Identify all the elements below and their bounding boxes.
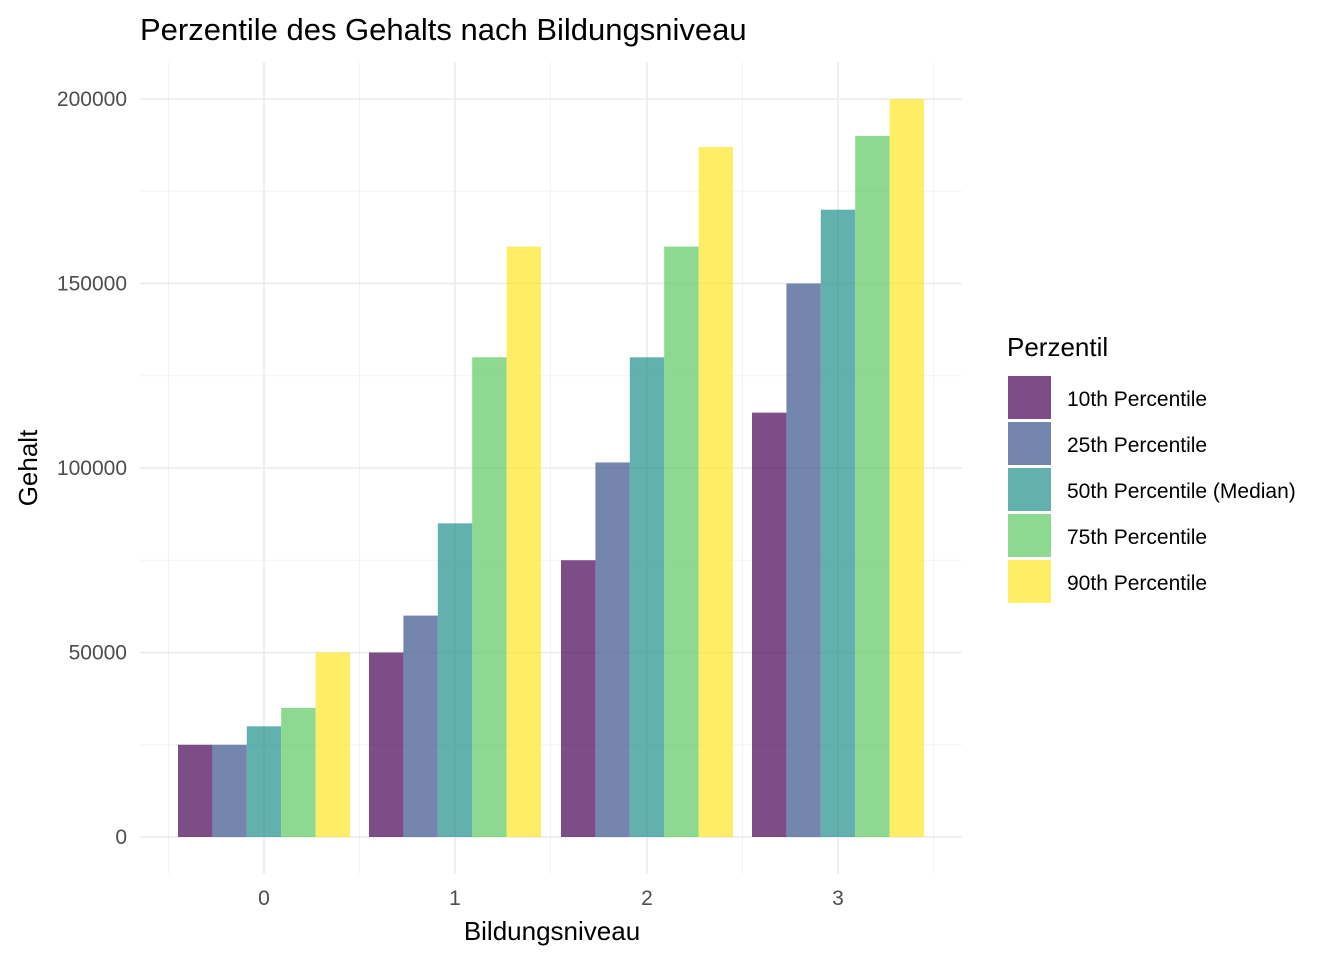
bar-2-series-5 — [698, 146, 733, 838]
bar-0-series-3 — [246, 726, 282, 837]
x-tick-label: 2 — [641, 887, 653, 910]
y-tick-label: 50000 — [69, 642, 127, 665]
x-tick-label: 1 — [449, 887, 461, 910]
bar-3-series-3 — [820, 209, 856, 837]
y-tick-label: 0 — [115, 826, 127, 849]
x-tick-label: 3 — [832, 887, 844, 910]
legend-swatch — [1008, 468, 1051, 511]
x-axis-title: Bildungsniveau — [464, 916, 640, 946]
x-axis-ticks: 0 1 2 3 — [258, 887, 844, 910]
bar-1-series-4 — [472, 357, 507, 837]
bar-3-series-4 — [855, 135, 890, 837]
legend-label: 25th Percentile — [1067, 434, 1207, 457]
bar-2-series-4 — [664, 246, 699, 838]
bar-0-series-2 — [212, 744, 247, 837]
legend-swatch — [1008, 560, 1051, 603]
chart-title: Perzentile des Gehalts nach Bildungsnive… — [140, 12, 747, 47]
bar-0-series-5 — [315, 652, 350, 837]
legend-label: 90th Percentile — [1067, 572, 1207, 595]
bar-1-series-1 — [369, 652, 404, 837]
legend-label: 50th Percentile (Median) — [1067, 480, 1296, 503]
bar-1-series-5 — [506, 246, 541, 838]
legend-title: Perzentil — [1007, 332, 1108, 362]
bar-2-series-3 — [629, 357, 665, 837]
bar-3-series-5 — [889, 99, 924, 837]
bar-1-series-2 — [403, 615, 438, 837]
legend-swatch — [1008, 376, 1051, 419]
legend-swatch — [1008, 514, 1051, 557]
bars — [178, 99, 924, 838]
legend-swatch — [1008, 422, 1051, 465]
bar-1-series-3 — [437, 523, 473, 837]
bar-3-series-2 — [786, 283, 821, 837]
y-axis-ticks: 0 50000 100000 150000 200000 — [57, 88, 127, 849]
bar-0-series-4 — [281, 707, 316, 837]
y-tick-label: 100000 — [57, 457, 127, 480]
y-tick-label: 150000 — [57, 273, 127, 296]
bar-3-series-1 — [752, 412, 787, 837]
x-tick-label: 0 — [258, 887, 270, 910]
y-tick-label: 200000 — [57, 88, 127, 111]
bar-2-series-1 — [561, 560, 596, 837]
legend-label: 75th Percentile — [1067, 526, 1207, 549]
legend: Perzentil 10th Percentile 25th Percentile… — [1007, 332, 1296, 603]
bar-2-series-2 — [595, 462, 630, 837]
y-axis-title: Gehalt — [13, 429, 43, 506]
bar-0-series-1 — [178, 744, 213, 837]
legend-label: 10th Percentile — [1067, 388, 1207, 411]
